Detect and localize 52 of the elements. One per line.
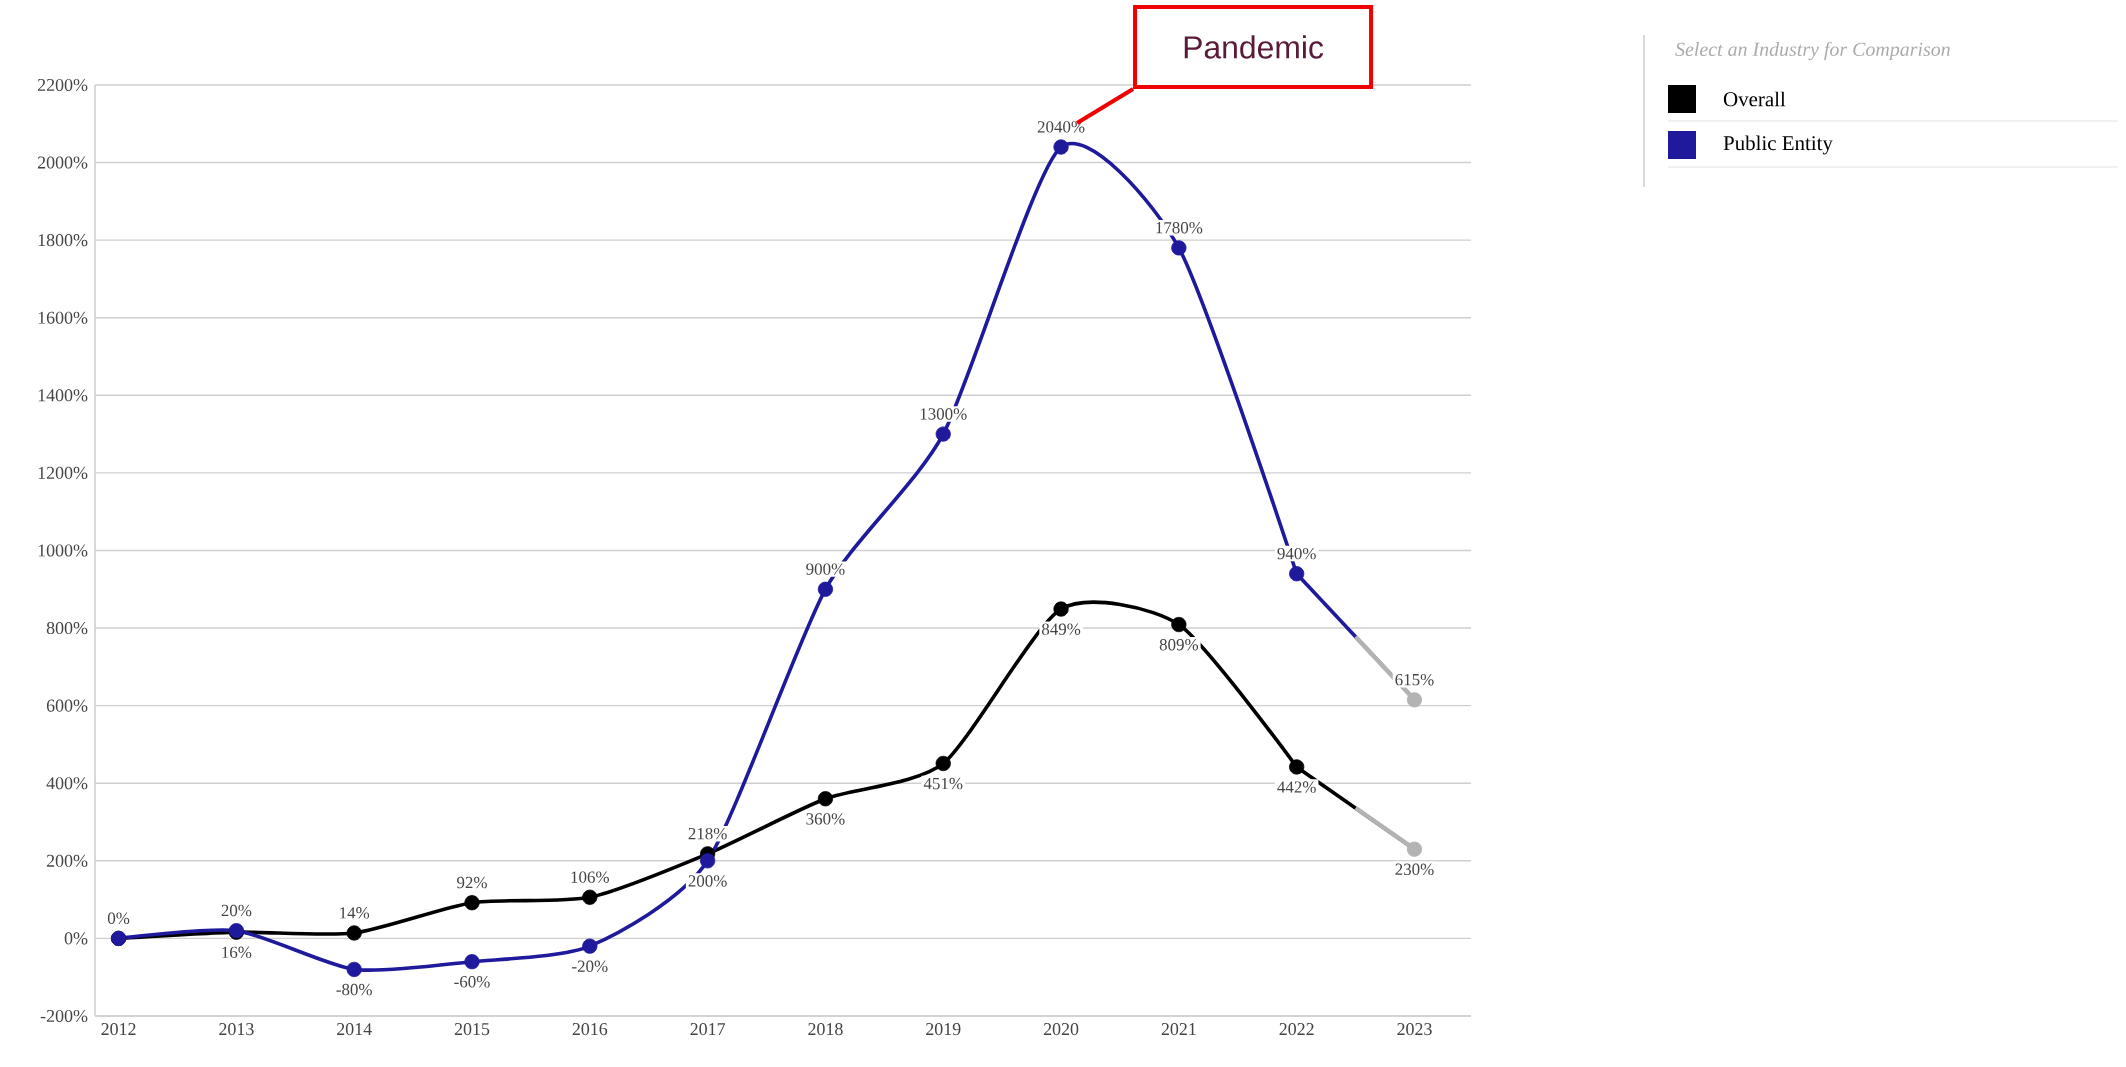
data-label: 1300% xyxy=(920,408,967,420)
data-label: 940% xyxy=(1277,547,1316,560)
data-label: 200% xyxy=(688,875,727,887)
data-label: 16% xyxy=(222,946,252,959)
y-tick-label: 600% xyxy=(46,699,88,712)
x-tick-label: 2021 xyxy=(1161,1023,1196,1036)
data-label: 849% xyxy=(1041,623,1081,635)
x-tick-label: 2017 xyxy=(690,1023,726,1036)
x-tick-label: 2015 xyxy=(454,1023,490,1036)
x-tick-label: 2012 xyxy=(101,1023,136,1036)
data-label: 20% xyxy=(221,904,252,917)
data-label: 809% xyxy=(1159,638,1199,651)
y-tick-label: -200% xyxy=(40,1009,88,1023)
x-tick-label: 2016 xyxy=(572,1023,608,1036)
x-tick-label: 2019 xyxy=(926,1023,961,1036)
data-label: 0% xyxy=(107,912,130,924)
data-label: 92% xyxy=(457,876,487,889)
y-tick-label: 1000% xyxy=(38,544,88,557)
data-label: 442% xyxy=(1277,781,1316,793)
data-label: 106% xyxy=(571,871,609,883)
data-label: 14% xyxy=(340,907,370,919)
data-label: 230% xyxy=(1395,863,1434,876)
y-tick-label: 1800% xyxy=(38,234,88,247)
text: Pandemic xyxy=(1184,35,1324,59)
data-label: 900% xyxy=(806,563,845,575)
x-tick-label: 2020 xyxy=(1043,1023,1079,1036)
y-tick-label: 2000% xyxy=(37,156,88,169)
data-label: 360% xyxy=(806,813,845,825)
legend-label: Public Entity xyxy=(1723,135,1833,155)
x-tick-label: 2013 xyxy=(219,1023,254,1036)
x-tick-label: 2014 xyxy=(337,1023,372,1036)
y-tick-label: 800% xyxy=(46,621,88,635)
x-tick-label: 2022 xyxy=(1279,1023,1314,1036)
data-label: 218% xyxy=(688,827,727,840)
y-tick-label: 200% xyxy=(46,854,88,867)
data-label: 2040% xyxy=(1037,121,1085,133)
data-label: 1780% xyxy=(1156,222,1203,234)
data-label: -20% xyxy=(572,960,608,973)
data-label: 615% xyxy=(1395,673,1434,686)
y-tick-label: 1400% xyxy=(38,389,88,402)
y-tick-label: 2200% xyxy=(37,78,88,92)
x-tick-label: 2018 xyxy=(808,1023,843,1036)
y-tick-label: 1600% xyxy=(38,311,88,324)
y-tick-label: 400% xyxy=(46,777,88,790)
x-tick-label: 2023 xyxy=(1397,1023,1432,1036)
data-label: 451% xyxy=(923,777,963,790)
data-label: -80% xyxy=(336,983,372,996)
y-tick-label: 0% xyxy=(64,932,88,945)
data-label: -60% xyxy=(454,976,490,988)
y-tick-label: 1200% xyxy=(38,466,88,479)
legend-label: Overall xyxy=(1723,91,1786,107)
legend-title: Select an Industry for Comparison xyxy=(1675,41,1950,61)
